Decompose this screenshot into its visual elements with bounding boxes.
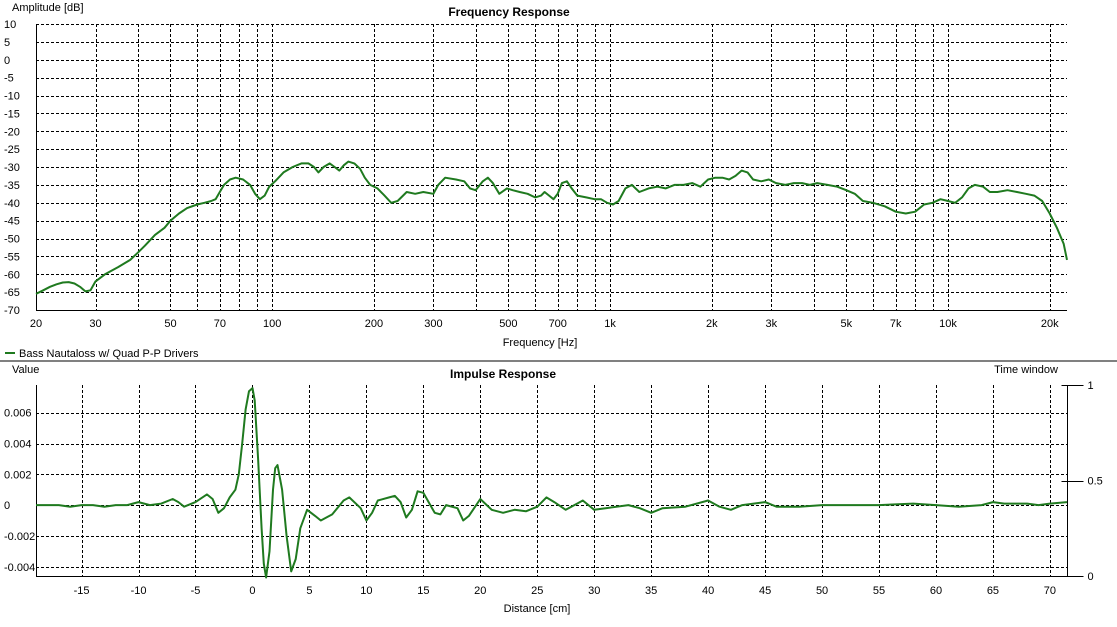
freq-series-lines xyxy=(35,160,1068,295)
freq-y-tick-label: -35 xyxy=(4,180,20,192)
freq-x-tick-label: 20k xyxy=(1041,318,1059,330)
impulse-y2-tick-label: 1 xyxy=(1088,380,1094,392)
freq-x-tick-label: 70 xyxy=(214,318,226,330)
impulse-x-tick-label: 25 xyxy=(531,585,543,597)
freq-y-tick-label: 0 xyxy=(4,55,10,67)
impulse-x-tick-label: 30 xyxy=(588,585,600,597)
impulse-y-tick-label: -0.002 xyxy=(4,531,35,543)
freq-x-tick-label: 10k xyxy=(939,318,957,330)
impulse-y2-ticks: 10.50 xyxy=(1061,380,1103,583)
freq-x-tick-label: 7k xyxy=(890,318,902,330)
freq-x-tick-label: 2k xyxy=(706,318,718,330)
freq-y-tick-label: -30 xyxy=(4,162,20,174)
freq-x-tick-label: 30 xyxy=(89,318,101,330)
freq-y-tick-label: -70 xyxy=(4,305,20,317)
impulse-y-axis-label: Value xyxy=(12,364,39,376)
freq-chart-title: Frequency Response xyxy=(448,5,570,19)
impulse-x-tick-label: 55 xyxy=(873,585,885,597)
impulse-y2-tick-label: 0 xyxy=(1088,571,1094,583)
impulse-x-tick-label: 10 xyxy=(360,585,372,597)
freq-y-axis-label: Amplitude [dB] xyxy=(12,2,84,14)
freq-y-tick-label: -5 xyxy=(4,73,14,85)
freq-x-tick-label: 1k xyxy=(604,318,616,330)
freq-x-tick-label: 3k xyxy=(765,318,777,330)
freq-y-tick-label: -25 xyxy=(4,144,20,156)
impulse-response-panel: Value Impulse Response Time window 0.006… xyxy=(4,364,1103,615)
impulse-x-tick-label: 45 xyxy=(759,585,771,597)
freq-y-tick-label: -10 xyxy=(4,91,20,103)
freq-x-tick-label: 5k xyxy=(840,318,852,330)
impulse-y-ticks: 0.006 0.004 0.002 0 -0.002 -0.004 xyxy=(4,408,35,574)
impulse-y2-tick-label: 0.5 xyxy=(1088,476,1103,488)
freq-series-line xyxy=(35,160,1068,295)
frequency-response-panel: Amplitude [dB] Frequency Response 1050-5… xyxy=(4,2,1068,349)
freq-x-tick-label: 50 xyxy=(164,318,176,330)
impulse-x-tick-label: -10 xyxy=(131,585,147,597)
freq-x-axis-label: Frequency [Hz] xyxy=(503,337,578,349)
impulse-grid xyxy=(36,385,1067,577)
freq-y-tick-label: 5 xyxy=(4,37,10,49)
impulse-x-tick-label: 35 xyxy=(645,585,657,597)
impulse-y-tick-label: 0.006 xyxy=(4,408,32,420)
impulse-x-tick-label: 15 xyxy=(417,585,429,597)
legend: Bass Nautaloss w/ Quad P-P Drivers xyxy=(5,348,199,360)
impulse-y-tick-label: -0.004 xyxy=(4,562,35,574)
legend-entry: Bass Nautaloss w/ Quad P-P Drivers xyxy=(19,348,199,360)
impulse-x-tick-label: 0 xyxy=(249,585,255,597)
impulse-x-axis-label: Distance [cm] xyxy=(504,603,571,615)
impulse-series-line xyxy=(36,387,1068,579)
impulse-y-tick-label: 0 xyxy=(4,500,10,512)
impulse-x-tick-label: 60 xyxy=(930,585,942,597)
impulse-chart-title: Impulse Response xyxy=(450,367,556,381)
impulse-series-lines xyxy=(36,387,1068,579)
freq-x-tick-label: 700 xyxy=(549,318,567,330)
impulse-y-tick-label: 0.004 xyxy=(4,439,32,451)
freq-y-tick-label: -40 xyxy=(4,198,20,210)
freq-x-tick-label: 20 xyxy=(30,318,42,330)
freq-y-tick-label: -45 xyxy=(4,216,20,228)
impulse-x-tick-label: 50 xyxy=(816,585,828,597)
freq-x-tick-label: 100 xyxy=(263,318,281,330)
impulse-x-tick-label: 65 xyxy=(987,585,999,597)
impulse-x-ticks: -15 -10 -5 0 5 10 15 20 25 30 35 40 45 50 55 60 65 70 xyxy=(74,585,1056,597)
freq-y-tick-label: -15 xyxy=(4,108,20,120)
impulse-x-tick-label: 20 xyxy=(474,585,486,597)
freq-y-tick-label: -50 xyxy=(4,234,20,246)
impulse-x-tick-label: 70 xyxy=(1044,585,1056,597)
freq-y-tick-label: -65 xyxy=(4,287,20,299)
freq-y-tick-label: 10 xyxy=(4,19,16,31)
freq-y-tick-label: -55 xyxy=(4,251,20,263)
impulse-x-tick-label: -15 xyxy=(74,585,90,597)
freq-x-tick-label: 200 xyxy=(365,318,383,330)
impulse-x-tick-label: 5 xyxy=(306,585,312,597)
impulse-y-tick-label: 0.002 xyxy=(4,469,32,481)
impulse-x-tick-label: -5 xyxy=(191,585,201,597)
impulse-y2-axis-label: Time window xyxy=(994,364,1058,376)
freq-y-tick-label: -20 xyxy=(4,126,20,138)
freq-y-ticks: 10 5 0 -5 -10 -15 -20 -25 -30 -35 -40 -45 -50 -55 -60 -… xyxy=(4,19,20,317)
freq-y-tick-label: -60 xyxy=(4,269,20,281)
freq-x-ticks: 20 30 50 70 100 200 300 500 700 1k 2k 3k 5k 7k 10k 20k xyxy=(30,318,1059,330)
freq-x-tick-label: 300 xyxy=(424,318,442,330)
impulse-x-tick-label: 40 xyxy=(702,585,714,597)
freq-grid xyxy=(36,24,1067,311)
freq-x-tick-label: 500 xyxy=(499,318,517,330)
